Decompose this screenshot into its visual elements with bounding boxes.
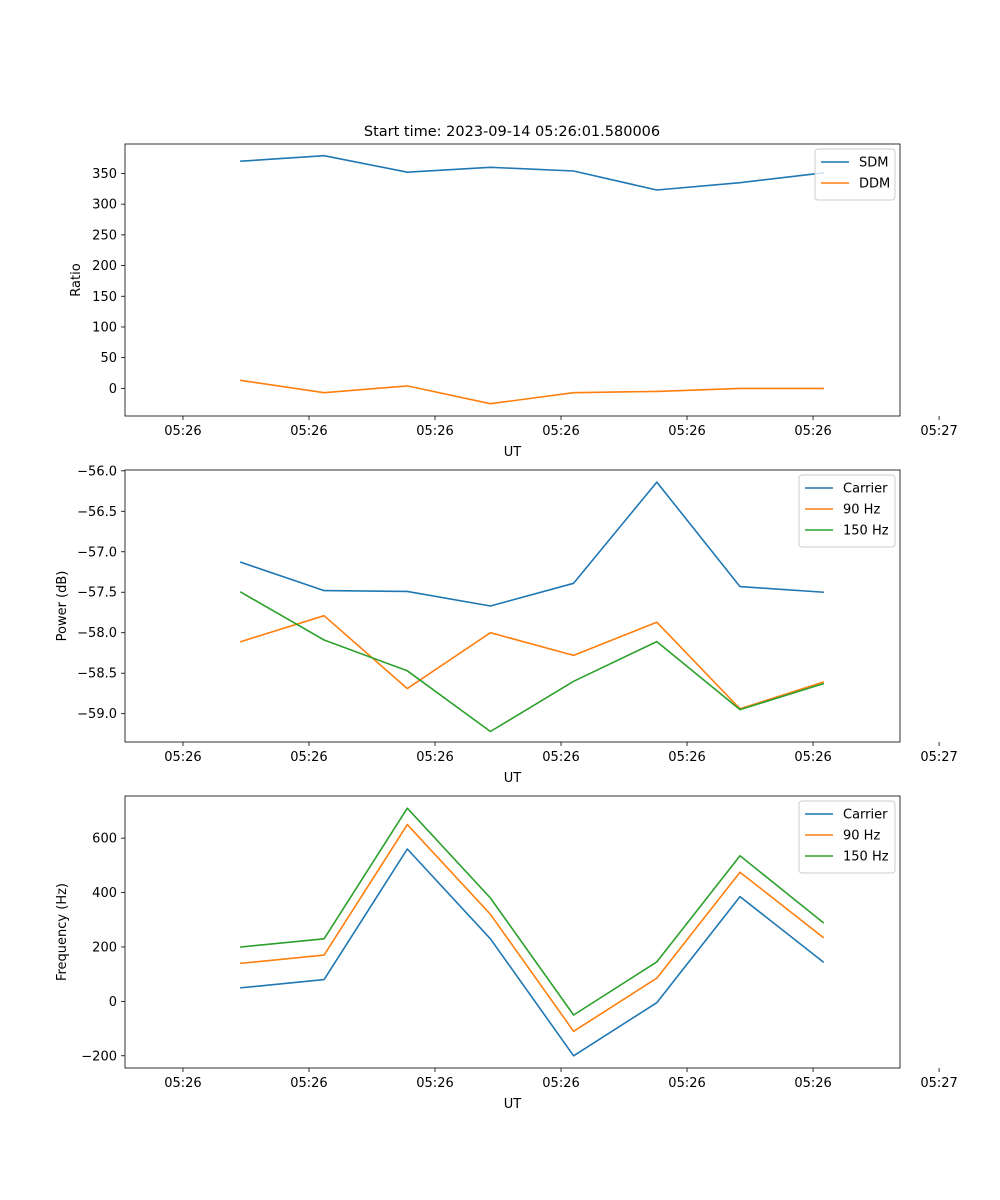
legend: Carrier 90 Hz 150 Hz xyxy=(798,474,896,548)
legend: SDM DDM xyxy=(814,148,896,201)
x-tick-label: 05:26 xyxy=(542,424,579,439)
x-tick-label: 05:26 xyxy=(290,750,327,765)
x-tick-label: 05:26 xyxy=(794,750,831,765)
series-line-sdm xyxy=(240,154,824,191)
legend-label: DDM xyxy=(859,177,890,192)
y-tick-label: 200 xyxy=(92,259,117,274)
legend-frame xyxy=(798,800,896,874)
x-tick-label: 05:26 xyxy=(164,424,201,439)
x-tick-label: 05:26 xyxy=(416,424,453,439)
y-tick-label: −58.5 xyxy=(77,667,117,682)
y-tick-label: 0 xyxy=(109,382,117,397)
legend: Carrier 90 Hz 150 Hz xyxy=(798,800,896,874)
x-tick-label: 05:27 xyxy=(920,1076,957,1091)
axes-frame xyxy=(124,795,901,1069)
y-axis-label: Power (dB) xyxy=(55,571,70,642)
y-axis-label: Frequency (Hz) xyxy=(55,883,70,981)
y-tick-label: 400 xyxy=(92,886,117,901)
y-tick-label: 300 xyxy=(92,198,117,213)
y-axis-label: Ratio xyxy=(69,263,84,296)
x-tick-label: 05:26 xyxy=(542,1076,579,1091)
x-tick-label: 05:26 xyxy=(290,424,327,439)
panel-3: 05:26 05:26 05:26 05:26 05:26 05:26 05:27 −200 0… xyxy=(55,795,958,1112)
legend-label: Carrier xyxy=(843,482,888,497)
x-tick-label: 05:26 xyxy=(794,424,831,439)
panel-1: 05:26 05:26 05:26 05:26 05:26 05:26 05:27 0 50 10… xyxy=(69,143,958,460)
legend-label: SDM xyxy=(859,156,888,171)
y-tick-label: 600 xyxy=(92,832,117,847)
x-tick-label: 05:27 xyxy=(920,424,957,439)
y-tick-label: −59.0 xyxy=(77,707,117,722)
x-tick-label: 05:26 xyxy=(290,1076,327,1091)
y-tick-label: −56.0 xyxy=(77,464,117,479)
figure-title: Start time: 2023-09-14 05:26:01.580006 xyxy=(364,124,660,140)
axes-frame xyxy=(124,469,901,743)
y-tick-label: 150 xyxy=(92,290,117,305)
y-tick-label: 0 xyxy=(109,995,117,1010)
series-line-carrier xyxy=(240,848,825,1057)
y-tick-label: 250 xyxy=(92,228,117,243)
y-tick-label: −58.0 xyxy=(77,626,117,641)
x-tick-label: 05:26 xyxy=(416,1076,453,1091)
legend-label: Carrier xyxy=(843,808,888,823)
x-tick-label: 05:26 xyxy=(416,750,453,765)
x-axis-label: UT xyxy=(504,771,522,786)
panel-2: 05:26 05:26 05:26 05:26 05:26 05:26 05:27 −59.0… xyxy=(55,464,958,786)
legend-frame xyxy=(798,474,896,548)
axes-frame xyxy=(124,143,901,417)
y-tick-label: 200 xyxy=(92,940,117,955)
x-tick-label: 05:26 xyxy=(794,1076,831,1091)
series-line-90-hz xyxy=(240,823,825,1033)
legend-label: 150 Hz xyxy=(843,524,889,539)
y-tick-label: −57.5 xyxy=(77,586,117,601)
series-line-carrier xyxy=(239,481,824,607)
series-line-90-hz xyxy=(239,614,825,710)
y-tick-label: −56.5 xyxy=(77,505,117,520)
x-axis-label: UT xyxy=(504,1097,522,1112)
x-tick-label: 05:26 xyxy=(668,1076,705,1091)
x-tick-label: 05:26 xyxy=(668,424,705,439)
x-axis-label: UT xyxy=(504,445,522,460)
legend-label: 90 Hz xyxy=(843,503,880,518)
y-tick-label: 350 xyxy=(92,167,117,182)
series-line-150-hz xyxy=(239,591,825,733)
legend-label: 90 Hz xyxy=(843,829,880,844)
y-tick-label: 100 xyxy=(92,320,117,335)
x-tick-label: 05:26 xyxy=(164,1076,201,1091)
series-line-ddm xyxy=(239,379,824,405)
y-tick-label: −200 xyxy=(81,1049,117,1064)
y-tick-label: 50 xyxy=(100,351,117,366)
panels: 05:26 05:26 05:26 05:26 05:26 05:26 05:27 0 50 10… xyxy=(55,143,958,1112)
x-tick-label: 05:27 xyxy=(920,750,957,765)
legend-label: 150 Hz xyxy=(843,850,889,865)
x-tick-label: 05:26 xyxy=(164,750,201,765)
y-tick-label: −57.0 xyxy=(77,545,117,560)
x-tick-label: 05:26 xyxy=(668,750,705,765)
series-line-150-hz xyxy=(240,807,825,1016)
x-tick-label: 05:26 xyxy=(542,750,579,765)
